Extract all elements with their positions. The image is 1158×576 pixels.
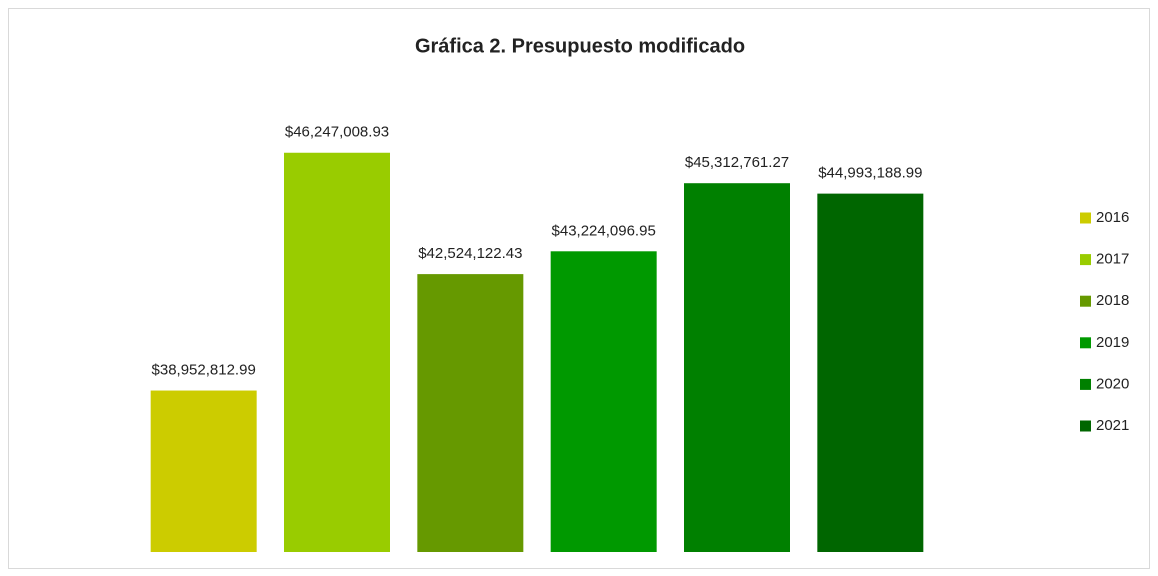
legend-label: 2021 [1096,417,1129,434]
legend-swatch [1080,378,1091,390]
bar [550,251,657,552]
value-label: $42,524,122.43 [418,245,522,262]
value-label: $44,993,188.99 [818,165,922,182]
bar [684,183,790,552]
bar [284,152,390,553]
bar [817,193,924,552]
bar [417,274,524,552]
bar [150,390,257,552]
legend-swatch [1080,295,1091,307]
legend-swatch [1080,420,1091,432]
value-label: $45,312,761.27 [685,154,789,171]
legend-swatch [1080,254,1091,266]
legend-label: 2017 [1096,251,1129,268]
legend-label: 2016 [1096,209,1129,226]
legend-swatch [1080,337,1091,349]
legend-label: 2020 [1096,375,1129,392]
legend-swatch [1080,212,1091,224]
chart-title: Gráfica 2. Presupuesto modificado [415,35,745,57]
legend-label: 2018 [1096,292,1129,309]
value-label: $43,224,096.95 [552,222,656,239]
value-label: $46,247,008.93 [285,124,389,141]
value-label: $38,952,812.99 [152,362,256,379]
legend-label: 2019 [1096,334,1129,351]
